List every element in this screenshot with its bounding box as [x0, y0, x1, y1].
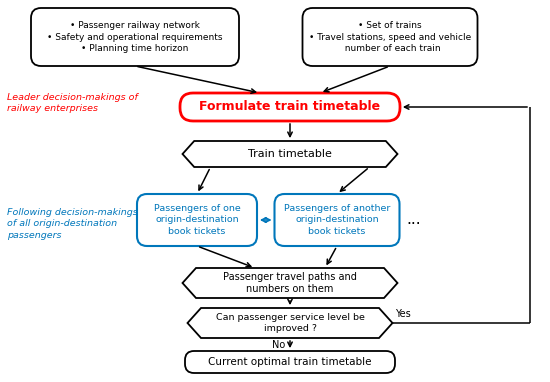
Text: Passengers of one
origin-destination
book tickets: Passengers of one origin-destination boo… [153, 204, 240, 236]
Polygon shape [188, 308, 393, 338]
FancyBboxPatch shape [302, 8, 477, 66]
Text: • Set of trains
• Travel stations, speed and vehicle
  number of each train: • Set of trains • Travel stations, speed… [309, 21, 471, 53]
Text: Passenger travel paths and
numbers on them: Passenger travel paths and numbers on th… [223, 272, 357, 295]
Text: Leader decision-makings of
railway enterprises: Leader decision-makings of railway enter… [7, 92, 138, 113]
Text: Formulate train timetable: Formulate train timetable [200, 100, 381, 113]
Text: Passengers of another
origin-destination
book tickets: Passengers of another origin-destination… [284, 204, 390, 236]
Text: No: No [272, 340, 285, 350]
FancyBboxPatch shape [274, 194, 399, 246]
Polygon shape [183, 268, 398, 298]
Text: Following decision-makings
of all origin-destination
passengers: Following decision-makings of all origin… [7, 208, 138, 240]
Text: ...: ... [406, 212, 421, 228]
FancyBboxPatch shape [180, 93, 400, 121]
FancyBboxPatch shape [185, 351, 395, 373]
Text: Can passenger service level be
improved ?: Can passenger service level be improved … [216, 313, 365, 333]
FancyBboxPatch shape [137, 194, 257, 246]
Text: Train timetable: Train timetable [248, 149, 332, 159]
Polygon shape [183, 141, 398, 167]
FancyBboxPatch shape [31, 8, 239, 66]
Text: • Passenger railway network
• Safety and operational requirements
• Planning tim: • Passenger railway network • Safety and… [47, 21, 223, 53]
Text: Yes: Yes [395, 309, 411, 319]
Text: Current optimal train timetable: Current optimal train timetable [208, 357, 372, 367]
